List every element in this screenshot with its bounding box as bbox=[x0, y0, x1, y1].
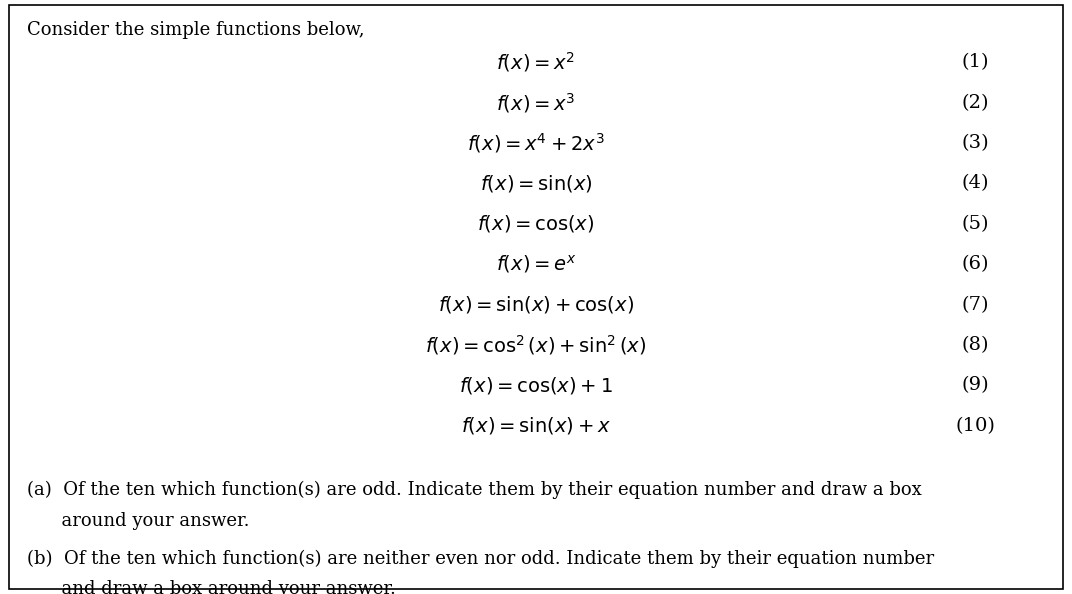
Text: (5): (5) bbox=[962, 215, 989, 233]
Text: $f(x) = \sin(x)$: $f(x) = \sin(x)$ bbox=[479, 173, 593, 194]
Text: $f(x) = x^3$: $f(x) = x^3$ bbox=[496, 91, 576, 115]
Text: (b)  Of the ten which function(s) are neither even nor odd. Indicate them by the: (b) Of the ten which function(s) are nei… bbox=[27, 549, 934, 568]
Text: and draw a box around your answer.: and draw a box around your answer. bbox=[27, 580, 396, 594]
Text: (10): (10) bbox=[955, 417, 996, 435]
Text: (2): (2) bbox=[962, 94, 989, 112]
Text: Consider the simple functions below,: Consider the simple functions below, bbox=[27, 21, 364, 39]
Text: $f(x) = \cos(x)$: $f(x) = \cos(x)$ bbox=[477, 213, 595, 235]
Text: (3): (3) bbox=[962, 134, 989, 152]
Text: (1): (1) bbox=[962, 53, 989, 71]
Text: $f(x) = \cos(x) + 1$: $f(x) = \cos(x) + 1$ bbox=[459, 375, 613, 396]
Text: (7): (7) bbox=[962, 296, 989, 314]
Text: $f(x) = \cos^2(x) + \sin^2(x)$: $f(x) = \cos^2(x) + \sin^2(x)$ bbox=[426, 333, 646, 357]
Text: (6): (6) bbox=[962, 255, 989, 273]
Text: (a)  Of the ten which function(s) are odd. Indicate them by their equation numbe: (a) Of the ten which function(s) are odd… bbox=[27, 481, 922, 500]
Text: $f(x) = \sin(x) + x$: $f(x) = \sin(x) + x$ bbox=[461, 415, 611, 437]
Text: $f(x) = \sin(x) + \cos(x)$: $f(x) = \sin(x) + \cos(x)$ bbox=[438, 294, 634, 315]
Text: (8): (8) bbox=[962, 336, 989, 354]
Text: around your answer.: around your answer. bbox=[27, 512, 250, 530]
Text: $f(x) = x^2$: $f(x) = x^2$ bbox=[496, 50, 576, 74]
Text: (9): (9) bbox=[962, 377, 989, 394]
Text: $f(x) = e^x$: $f(x) = e^x$ bbox=[495, 253, 577, 276]
Text: $f(x) = x^4 + 2x^3$: $f(x) = x^4 + 2x^3$ bbox=[467, 131, 605, 155]
Text: (4): (4) bbox=[962, 175, 989, 192]
